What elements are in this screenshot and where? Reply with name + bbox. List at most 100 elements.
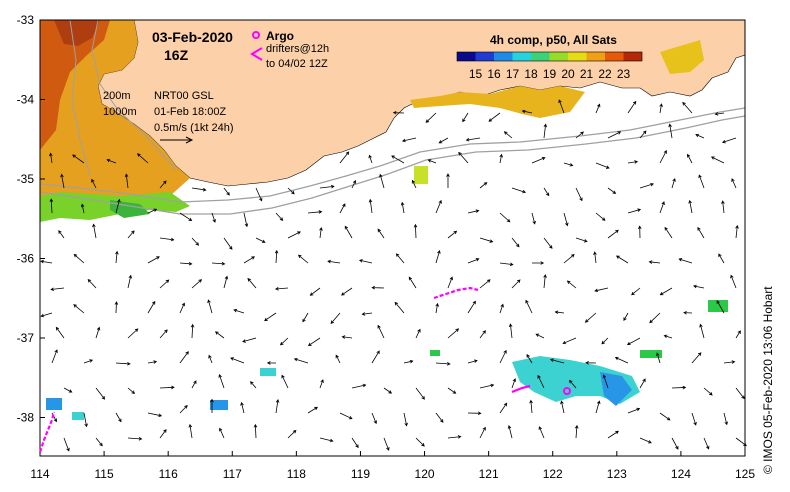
current-arrow [595,212,606,221]
current-arrow [671,385,687,390]
current-arrow [233,308,245,314]
sst-green-patch-1 [708,300,728,312]
current-arrow [383,437,390,451]
current-arrow [255,237,266,243]
current-arrow [250,381,257,389]
current-arrow [560,400,565,414]
colorbar-swatch [586,52,605,61]
current-arrow [659,412,671,421]
current-arrow [191,237,200,246]
current-arrow [127,328,139,339]
current-arrow [479,237,494,243]
current-arrow [411,179,417,189]
current-arrow [595,103,601,114]
current-arrow [595,162,610,169]
current-arrow [467,258,480,264]
current-arrow [535,333,545,339]
current-arrow [721,200,725,214]
current-arrow [521,109,533,114]
current-arrow [147,412,163,418]
current-arrow [415,328,421,339]
current-arrow [115,412,122,423]
current-arrow [607,430,619,439]
current-arrow [394,301,405,314]
current-arrow [703,437,710,450]
current-arrow [575,237,588,243]
current-arrow [525,299,533,314]
current-arrow [72,154,85,164]
drifter-track-1 [433,286,479,300]
current-arrow [627,160,639,164]
current-arrow [147,256,160,264]
current-vectors [40,99,747,452]
current-arrow [95,326,101,339]
current-arrow [531,212,536,225]
current-arrow [115,198,121,214]
sst-warm-patch-far-east [660,40,704,74]
current-arrow [319,379,324,389]
current-arrow [179,212,193,221]
current-arrow [656,352,661,364]
drifter-track-3 [38,411,56,453]
current-arrow [403,412,408,427]
current-arrow [659,103,663,114]
current-arrow [207,299,213,314]
current-arrow [639,182,654,189]
current-arrow [688,199,693,214]
current-arrow [275,398,280,414]
current-arrow [223,237,233,250]
current-arrow [671,177,676,189]
current-arrow [671,437,679,450]
current-arrow [562,337,577,345]
current-arrow [51,349,58,364]
current-arrow [664,226,673,239]
colorbar-swatch [549,52,568,61]
current-arrow [223,275,229,289]
current-arrow [682,101,693,114]
lat-tick-label: -33 [17,13,35,27]
current-arrow [400,201,405,214]
current-arrow [526,354,533,364]
current-arrow [127,274,133,289]
current-arrow [691,352,702,364]
current-arrow [63,387,73,393]
current-arrow [543,274,547,289]
current-arrow [49,198,54,214]
sst-cyan-small-2 [72,412,84,420]
current-arrow [159,279,170,289]
current-arrow [615,255,629,264]
current-arrow [425,112,437,123]
current-arrow [479,383,495,389]
colorbar-tick-label: 20 [561,67,575,81]
sst-blue-small-1 [210,400,228,410]
current-arrow [698,174,705,189]
current-arrow [127,230,135,239]
current-arrow [543,237,553,249]
current-arrow [127,387,136,394]
drifters-to-label: to 04/02 12Z [266,58,328,70]
current-arrow [458,151,469,164]
colorbar-tick-label: 15 [469,67,483,81]
current-arrow [274,287,289,291]
contour-200m-label: 200m [103,90,131,102]
current-arrow [191,187,207,192]
current-arrow [63,437,70,452]
current-arrow [115,361,131,366]
current-arrow [60,173,65,189]
current-arrow [435,302,439,314]
drifters-legend-label: drifters@12h [266,43,329,55]
current-arrow [395,253,405,264]
lat-tick-label: -37 [17,331,35,345]
current-arrow [467,209,480,214]
current-arrow [462,112,469,123]
colorbar-swatch [512,52,531,61]
argo-legend-icon [252,31,260,39]
lon-tick-label: 125 [735,467,755,481]
current-arrow [718,253,725,264]
current-arrow [211,261,226,266]
current-arrow [287,231,301,239]
current-arrow [467,411,482,416]
lon-tick-label: 121 [479,467,499,481]
current-arrow [358,259,373,264]
current-arrow [566,280,577,289]
